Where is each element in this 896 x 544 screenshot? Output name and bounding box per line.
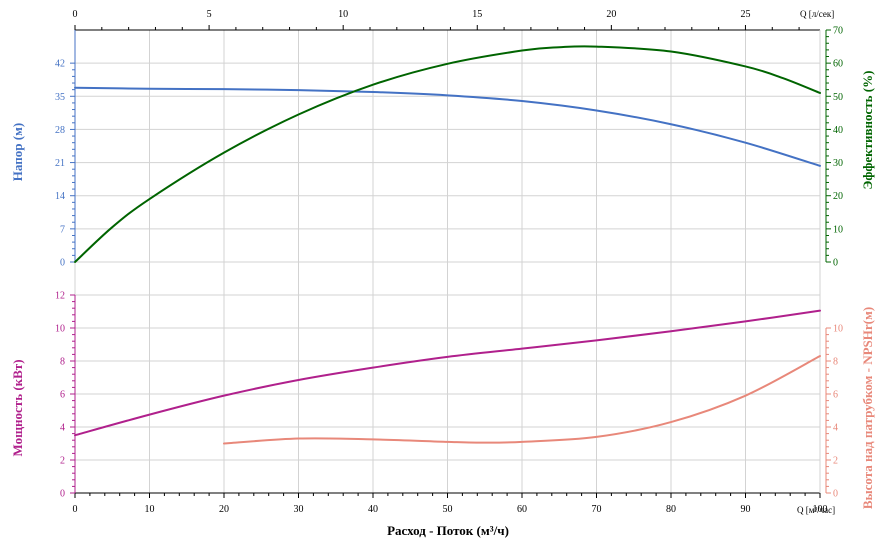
bottom-tick-label: 100: [813, 504, 828, 515]
upper-right-tick-label: 50: [833, 92, 843, 103]
upper-right-tick-label: 60: [833, 59, 843, 70]
lower-right-tick-label: 10: [833, 324, 843, 335]
series-lines: [74, 45, 821, 445]
top-tick-label: 10: [338, 9, 348, 20]
upper-left-tick-label: 0: [60, 258, 65, 269]
efficiency-axis-title: Эффективность (%): [860, 71, 875, 190]
bottom-tick-label: 60: [517, 504, 527, 515]
upper-right-tick-label: 70: [833, 26, 843, 37]
lower-left-tick-label: 8: [60, 357, 65, 368]
lower-left-tick-label: 12: [55, 291, 65, 302]
npsh-curve: [223, 355, 821, 445]
lower-left-tick-label: 6: [60, 390, 65, 401]
lower-right-tick-label: 8: [833, 357, 838, 368]
bottom-tick-label: 80: [666, 504, 676, 515]
power-curve: [74, 309, 821, 437]
bottom-tick-label: 10: [145, 504, 155, 515]
upper-right-tick-label: 40: [833, 125, 843, 136]
upper-right-tick-label: 10: [833, 224, 843, 235]
bottom-tick-label: 70: [592, 504, 602, 515]
upper-left-tick-label: 21: [55, 158, 65, 169]
npsh-axis-title: Высота над патрубком - NPSHr(м): [860, 307, 875, 509]
head-curve: [74, 86, 821, 167]
lower-left-tick-label: 10: [55, 324, 65, 335]
bottom-tick-label: 20: [219, 504, 229, 515]
upper-right-tick-label: 0: [833, 258, 838, 269]
tick-marks: [70, 25, 831, 498]
lower-left-tick-label: 2: [60, 456, 65, 467]
lower-right-tick-label: 4: [833, 423, 838, 434]
bottom-axis-title: Расход - Поток (м³/ч): [387, 523, 509, 538]
upper-right-tick-label: 20: [833, 191, 843, 202]
upper-right-tick-label: 30: [833, 158, 843, 169]
top-tick-label: 5: [207, 9, 212, 20]
power-axis-title: Мощность (кВт): [10, 359, 25, 456]
top-tick-label: 20: [606, 9, 616, 20]
top-unit-label: Q [л/сек]: [800, 9, 834, 19]
bottom-tick-label: 0: [73, 504, 78, 515]
bottom-tick-label: 90: [741, 504, 751, 515]
bottom-tick-label: 50: [443, 504, 453, 515]
lower-left-tick-label: 4: [60, 423, 65, 434]
efficiency-curve: [74, 45, 821, 263]
lower-right-tick-label: 6: [833, 390, 838, 401]
upper-left-tick-label: 28: [55, 125, 65, 136]
lower-right-tick-label: 0: [833, 489, 838, 500]
bottom-tick-label: 30: [294, 504, 304, 515]
grid-lines: [74, 30, 821, 494]
top-tick-label: 0: [73, 9, 78, 20]
upper-left-tick-label: 7: [60, 224, 65, 235]
upper-left-tick-label: 42: [55, 59, 65, 70]
bottom-tick-label: 40: [368, 504, 378, 515]
lower-right-tick-label: 2: [833, 456, 838, 467]
upper-left-tick-label: 35: [55, 92, 65, 103]
lower-left-tick-label: 0: [60, 489, 65, 500]
bottom-unit-label: Q [м³/час]: [797, 505, 835, 515]
upper-left-tick-label: 14: [55, 191, 65, 202]
top-tick-label: 25: [740, 9, 750, 20]
head-axis-title: Напор (м): [10, 123, 25, 181]
top-tick-label: 15: [472, 9, 482, 20]
